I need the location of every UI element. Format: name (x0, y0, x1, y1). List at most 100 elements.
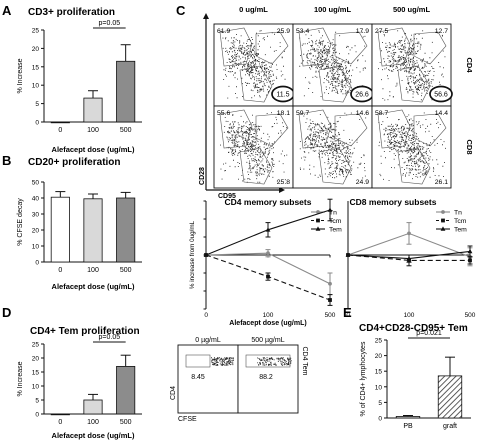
y-tick-label: 25 (375, 338, 383, 345)
y-axis-label: % of CD4+ lymphocytes (360, 341, 367, 416)
bar-graft (437, 375, 463, 419)
flow-plot-cell: 61.9 25.9 11.5 (213, 23, 295, 107)
flow-d-events (257, 357, 292, 366)
y-tick-label: 0 (35, 120, 39, 127)
x-axis-label: Alefacept dose (ug/mL) (52, 145, 135, 154)
point-Tem-500 (467, 248, 473, 254)
y-tick-label: 10 (32, 384, 40, 391)
p-value-label: p=0.021 (416, 330, 442, 337)
flow-gate-cm (413, 113, 447, 147)
flow-value-top-left: 59.7 (296, 110, 309, 117)
flow-events (299, 112, 367, 179)
flow-value-top-right: 14.4 (435, 110, 448, 117)
y-tick-label: 10 (32, 244, 40, 251)
flow-value-bottom-right: 11.5 (276, 92, 289, 99)
bar-100 (83, 198, 103, 263)
flow-cytometry-cd4-tem: 0 µg/mL 500 µg/mL CD4 CFSE CD4 Tem 8.45 88.2 (170, 337, 308, 423)
legend-marker-Tn (441, 210, 445, 214)
flow-d-y-axis-label: CD4 (170, 386, 177, 400)
point-Tn-100 (266, 251, 270, 256)
legend-label-Tn: Tn (454, 210, 462, 217)
flow-value-top-left: 53.4 (296, 28, 309, 35)
flow-d-cell: 8.45 (177, 344, 239, 414)
flow-value-top-left: 55.6 (217, 110, 230, 117)
p-value-label: p=0.05 (99, 334, 121, 341)
x-tick-label: 500 (465, 312, 476, 319)
flow-value-top-right: 12.7 (435, 28, 448, 35)
bar-500 (116, 60, 136, 123)
flow-d-right-label: CD4 Tem (301, 346, 308, 375)
flow-y-arrowhead (203, 13, 209, 19)
legend-label-Tem: Tem (454, 227, 467, 234)
flow-gate-cm (255, 31, 289, 65)
x-tick-label: 0 (58, 419, 62, 426)
legend-label-Tn: Tn (329, 210, 337, 217)
y-tick-label: 20 (32, 228, 40, 235)
bar-chart-cd3-proliferation: 0 5 10 15 20 25 0 100 500 % Increase Alefacept dos… (17, 20, 142, 154)
flow-d-x-axis-label: CFSE (178, 416, 197, 423)
flow-gate-em (397, 65, 431, 103)
x-tick-label: 500 (325, 312, 336, 319)
legend-label-Tcm: Tcm (454, 218, 467, 225)
flow-events (220, 30, 288, 99)
flow-events (299, 30, 366, 99)
x-axis-label: Alefacept dose (ug/mL) (229, 320, 306, 327)
x-tick-label: 100 (263, 312, 274, 319)
y-tick-label: 25 (32, 28, 40, 35)
x-tick-label: 0 (58, 127, 62, 134)
flow-cytometry-grid-cd4-cd8: 0 ug/mL 100 ug/mL 500 ug/mL CD28 CD95 CD4 CD8 6… (199, 5, 474, 200)
flow-gate-naive (377, 109, 411, 149)
flow-plot-cell: 53.4 17.9 26.6 (292, 23, 374, 107)
bar-500 (116, 197, 136, 263)
y-tick-label: 5 (378, 400, 382, 407)
flow-gate-cm (334, 113, 368, 147)
flow-d-frame (237, 344, 299, 414)
flow-value-bottom-right: 26.6 (355, 92, 369, 99)
flow-x-axis-label: CD95 (218, 193, 236, 200)
x-tick-label: 500 (120, 127, 132, 134)
y-tick-label: 10 (375, 384, 383, 391)
y-tick-label: 0 (35, 412, 39, 419)
flow-value-top-right: 18.1 (277, 110, 290, 117)
flow-column-label: 100 ug/mL (314, 5, 352, 14)
y-tick-label: 0 (378, 416, 382, 423)
bar-0 (50, 413, 70, 416)
flow-gate-naive (219, 27, 253, 67)
chart-title: CD8 memory subsets (350, 197, 437, 207)
bar-100 (83, 97, 103, 123)
point-Tem-100 (406, 256, 412, 261)
y-tick-label: 20 (32, 46, 40, 53)
x-tick-label: PB (403, 423, 413, 430)
p-value-label: p=0.05 (99, 20, 121, 27)
flow-d-column-label: 500 µg/mL (251, 337, 284, 344)
y-tick-label: 40 (32, 196, 40, 203)
legend-marker-Tn (316, 210, 320, 214)
flow-column-label: 500 ug/mL (393, 5, 431, 14)
x-tick-label: 0 (346, 312, 350, 319)
flow-y-axis-label: CD28 (199, 167, 206, 185)
x-tick-label: 0 (58, 267, 62, 274)
x-tick-label: 500 (120, 267, 132, 274)
flow-plot-frame (213, 105, 294, 189)
flow-value-top-left: 27.5 (375, 28, 388, 35)
flow-gate-cm (334, 31, 368, 65)
flow-gate-naive (377, 27, 411, 67)
bar-0 (50, 121, 70, 124)
panel-letter-b: B (2, 153, 11, 168)
flow-x-arrowhead (279, 187, 285, 193)
y-tick-label: 15 (375, 369, 383, 376)
point-Tem-0 (345, 252, 351, 257)
flow-value-top-left: 61.9 (217, 28, 230, 35)
y-tick-label: 15 (32, 64, 40, 71)
legend-label-Tem: Tem (329, 227, 342, 234)
chart-title: CD4 memory subsets (225, 197, 312, 207)
point-Tem-500 (327, 207, 333, 212)
panel-letter-c: C (176, 3, 186, 18)
series-line-Tcm (347, 254, 470, 261)
flow-d-gate-value: 88.2 (259, 374, 273, 381)
x-tick-label: 100 (87, 127, 99, 134)
y-tick-label: 20 (32, 356, 40, 363)
panel-e-title: CD4+CD28-CD95+ Tem (359, 323, 468, 334)
flow-plot-cell: 58.7 14.4 26.1 (371, 105, 452, 189)
